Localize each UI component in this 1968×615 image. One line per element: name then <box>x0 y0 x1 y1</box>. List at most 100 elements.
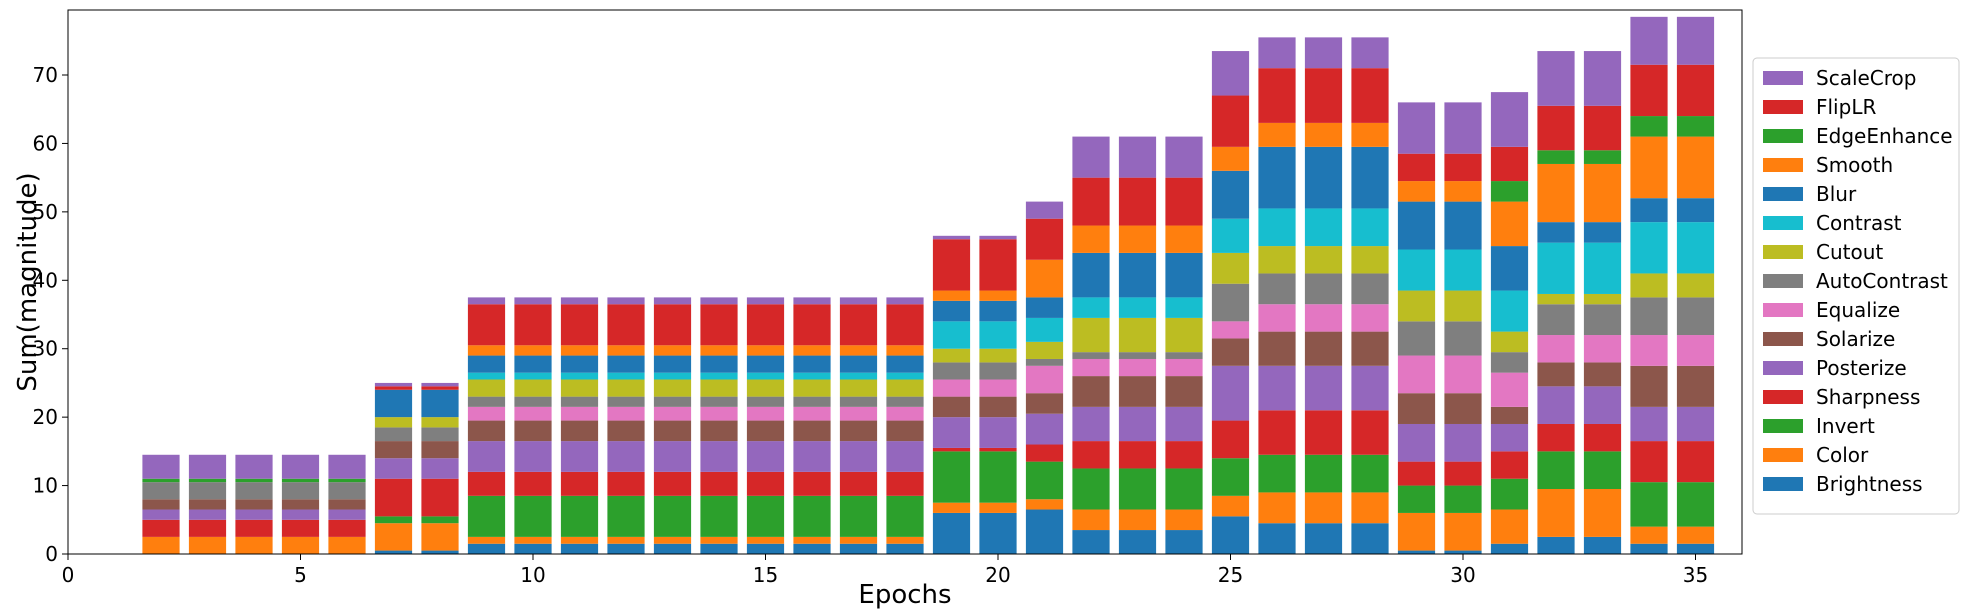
bar-segment-cutout-epoch-15 <box>746 379 785 397</box>
legend-box <box>1752 57 1960 515</box>
bar-segment-color-epoch-12 <box>607 536 645 544</box>
bar-segment-brightness-epoch-9 <box>467 543 506 554</box>
bar-segment-solarize-epoch-21 <box>1025 393 1064 414</box>
bar-segment-solarize-epoch-6 <box>328 499 366 510</box>
bar-segment-blur-epoch-20 <box>979 300 1017 322</box>
bar-segment-smooth-epoch-18 <box>886 345 924 356</box>
bar-segment-equalize-epoch-33 <box>1583 335 1622 363</box>
bar-segment-scalecrop-epoch-4 <box>235 454 273 479</box>
bar-segment-brightness-epoch-32 <box>1537 536 1575 554</box>
bar-segment-invert-epoch-16 <box>793 495 831 537</box>
bar-segment-fliplr-epoch-12 <box>607 304 645 346</box>
bar-segment-posterize-epoch-26 <box>1258 365 1296 411</box>
y-tick-label: 10 <box>33 474 58 498</box>
bar-segment-contrast-epoch-24 <box>1165 297 1203 318</box>
bar-segment-equalize-epoch-15 <box>746 406 785 421</box>
legend: ScaleCrop FlipLR EdgeEnhance Smooth Blur Cont… <box>1752 57 1960 515</box>
bar-segment-blur-epoch-14 <box>700 355 738 373</box>
bar-segment-autocontrast-epoch-19 <box>932 362 971 380</box>
legend-label-solarize: Solarize <box>1816 327 1895 351</box>
bar-segment-smooth-epoch-9 <box>467 345 506 356</box>
bar-segment-brightness-epoch-35 <box>1676 543 1715 554</box>
bar-segment-autocontrast-epoch-23 <box>1118 352 1157 359</box>
bar-segment-solarize-epoch-11 <box>560 420 599 442</box>
bar-segment-edgeenhance-epoch-5 <box>281 478 320 483</box>
bar-segment-cutout-epoch-12 <box>607 379 645 397</box>
bar-segment-smooth-epoch-16 <box>793 345 831 356</box>
bar-segment-invert-epoch-33 <box>1583 451 1622 489</box>
bar-segment-equalize-epoch-14 <box>700 406 738 421</box>
bar-segment-color-epoch-21 <box>1025 499 1064 510</box>
bar-segment-fliplr-epoch-26 <box>1258 68 1296 123</box>
bar-segment-sharpness-epoch-32 <box>1537 423 1575 452</box>
bar-segment-brightness-epoch-30 <box>1444 550 1482 554</box>
bar-segment-brightness-epoch-14 <box>700 543 738 554</box>
bar-segment-invert-epoch-32 <box>1537 451 1575 489</box>
bar-segment-fliplr-epoch-11 <box>560 304 599 346</box>
bar-segment-blur-epoch-29 <box>1397 201 1436 250</box>
bar-segment-brightness-epoch-24 <box>1165 530 1203 554</box>
bar-segment-solarize-epoch-20 <box>979 396 1017 418</box>
bar-segment-posterize-epoch-30 <box>1444 423 1482 462</box>
bar-segment-autocontrast-epoch-4 <box>235 482 273 500</box>
bar-segment-color-epoch-27 <box>1304 492 1343 524</box>
bar-segment-posterize-epoch-35 <box>1676 406 1715 442</box>
bar-segment-scalecrop-epoch-34 <box>1630 16 1668 65</box>
bar-segment-edgeenhance-epoch-3 <box>188 478 227 483</box>
bar-segment-equalize-epoch-29 <box>1397 355 1436 394</box>
x-tick-label: 0 <box>62 563 75 587</box>
bar-segment-posterize-epoch-31 <box>1490 423 1529 452</box>
bar-segment-color-epoch-19 <box>932 502 971 513</box>
bar-segment-sharpness-epoch-10 <box>514 471 552 496</box>
bar-segment-color-epoch-20 <box>979 502 1017 513</box>
bar-segment-color-epoch-18 <box>886 536 924 544</box>
bar-segment-fliplr-epoch-20 <box>979 239 1017 291</box>
bar-segment-scalecrop-epoch-24 <box>1165 136 1203 178</box>
bar-segment-edgeenhance-epoch-31 <box>1490 181 1529 202</box>
bar-segment-contrast-epoch-33 <box>1583 242 1622 294</box>
bar-segment-smooth-epoch-19 <box>932 290 971 301</box>
y-axis-title: Sum(magnitude) <box>13 172 43 391</box>
bar-segment-posterize-epoch-6 <box>328 509 366 520</box>
bar-segment-blur-epoch-10 <box>514 355 552 373</box>
bar-segment-cutout-epoch-31 <box>1490 331 1529 353</box>
bar-segment-autocontrast-epoch-2 <box>142 482 180 500</box>
bar-segment-edgeenhance-epoch-33 <box>1583 150 1622 164</box>
legend-label-invert: Invert <box>1816 414 1875 438</box>
bar-segment-autocontrast-epoch-30 <box>1444 321 1482 356</box>
bar-segment-brightness-epoch-12 <box>607 543 645 554</box>
bar-segment-scalecrop-epoch-5 <box>281 454 320 479</box>
legend-swatch-sharpness <box>1763 390 1803 404</box>
bar-segment-invert-epoch-15 <box>746 495 785 537</box>
bar-segment-smooth-epoch-21 <box>1025 259 1064 298</box>
bar-segment-posterize-epoch-28 <box>1351 365 1389 411</box>
bar-segment-invert-epoch-25 <box>1211 458 1250 496</box>
bar-segment-posterize-epoch-22 <box>1072 406 1110 442</box>
bar-segment-equalize-epoch-24 <box>1165 358 1203 377</box>
legend-label-cutout: Cutout <box>1816 240 1883 264</box>
bar-segment-fliplr-epoch-14 <box>700 304 738 346</box>
bar-segment-edgeenhance-epoch-2 <box>142 478 180 483</box>
bar-segment-posterize-epoch-23 <box>1118 406 1157 442</box>
bar-segment-scalecrop-epoch-33 <box>1583 51 1622 106</box>
bar-segment-contrast-epoch-32 <box>1537 242 1575 294</box>
bar-segment-solarize-epoch-26 <box>1258 331 1296 366</box>
bar-segment-color-epoch-29 <box>1397 512 1436 551</box>
bar-segment-autocontrast-epoch-27 <box>1304 273 1343 305</box>
legend-swatch-posterize <box>1763 361 1803 375</box>
bar-segment-brightness-epoch-29 <box>1397 550 1436 554</box>
bar-segment-posterize-epoch-4 <box>235 509 273 520</box>
bar-segment-solarize-epoch-9 <box>467 420 506 442</box>
bar-segment-invert-epoch-27 <box>1304 454 1343 493</box>
bar-segment-equalize-epoch-20 <box>979 379 1017 397</box>
bar-segment-autocontrast-epoch-24 <box>1165 352 1203 359</box>
legend-swatch-scalecrop <box>1763 71 1803 85</box>
bar-segment-sharpness-epoch-11 <box>560 471 599 496</box>
bar-segment-fliplr-epoch-18 <box>886 304 924 346</box>
legend-label-scalecrop: ScaleCrop <box>1816 66 1917 90</box>
bar-segment-blur-epoch-22 <box>1072 252 1110 298</box>
bar-segment-fliplr-epoch-16 <box>793 304 831 346</box>
bar-segment-invert-epoch-30 <box>1444 485 1482 513</box>
bar-segment-sharpness-epoch-7 <box>374 478 413 517</box>
bar-segment-autocontrast-epoch-15 <box>746 396 785 407</box>
